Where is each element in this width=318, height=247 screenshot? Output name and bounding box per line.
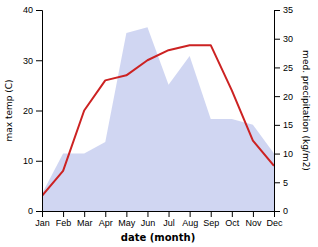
tick: Apr (99, 211, 113, 228)
tick: 35 (274, 5, 293, 15)
plot: JanFebMarAprMayJunJulAugSepOctNovDec0102… (23, 5, 293, 228)
axis-line (43, 212, 275, 218)
tick-mark (232, 211, 233, 217)
tick: Oct (225, 211, 240, 228)
tick-label: Mar (77, 218, 93, 228)
tick-label: Jul (163, 218, 175, 228)
tick-label: Jun (141, 218, 156, 228)
tick: 20 (23, 106, 42, 116)
tick-mark (274, 96, 280, 97)
tick-mark (274, 125, 280, 126)
tick-mark (36, 161, 42, 162)
tick-label: Feb (56, 218, 72, 228)
tick-mark (36, 10, 42, 11)
tick: Nov (245, 211, 262, 228)
tick-label: May (118, 218, 136, 228)
tick: 0 (274, 206, 288, 216)
tick: 10 (23, 156, 42, 166)
tick-label: 30 (23, 56, 33, 66)
y-axis-title: max temp (C) (4, 79, 14, 141)
tick: 40 (23, 5, 42, 15)
tick-mark (147, 211, 148, 217)
tick-label: 35 (283, 5, 293, 15)
tick-label: 40 (23, 5, 33, 15)
tick: 10 (274, 149, 293, 159)
tick-mark (253, 211, 254, 217)
tick: Mar (77, 211, 93, 228)
line (42, 45, 274, 196)
tick-mark (84, 211, 85, 217)
tick-label: 15 (283, 120, 293, 130)
tick-label: Apr (99, 218, 113, 228)
tick-mark (36, 60, 42, 61)
y-axis: 0 10 20 30 40 (23, 5, 43, 216)
tick-mark (274, 182, 280, 183)
axis-line (36, 11, 43, 212)
tick-mark (274, 211, 280, 212)
tick: Feb (56, 211, 72, 228)
area (42, 27, 274, 211)
tick: 25 (274, 63, 293, 73)
tick-label: 10 (283, 149, 293, 159)
tick-label: Dec (266, 218, 283, 228)
tick-label: 30 (283, 34, 293, 44)
tick-label: 10 (23, 156, 33, 166)
tick-mark (63, 211, 64, 217)
tick-mark (211, 211, 212, 217)
chart: JanFebMarAprMayJunJulAugSepOctNovDec0102… (0, 0, 318, 247)
y2-axis: 0 5 10 15 20 25 30 35 (274, 5, 293, 216)
tick-label: Jan (35, 218, 50, 228)
tick-label: 0 (283, 206, 288, 216)
tick: Jan (35, 211, 50, 228)
tick-mark (274, 10, 280, 11)
x-axis-title: date (month) (121, 232, 195, 243)
tick: 15 (274, 120, 293, 130)
tick: 30 (23, 56, 42, 66)
tick-mark (169, 211, 170, 217)
tick: May (118, 211, 136, 228)
tick-label: Nov (245, 218, 262, 228)
tick-label: 20 (23, 106, 33, 116)
tick-mark (190, 211, 191, 217)
tick-mark (105, 211, 106, 217)
tick-mark (274, 39, 280, 40)
tick-label: 25 (283, 63, 293, 73)
tick-mark (36, 211, 42, 212)
tick-mark (274, 67, 280, 68)
tick-label: 0 (28, 206, 33, 216)
tick-label: Aug (182, 218, 198, 228)
tick-mark (274, 154, 280, 155)
tick: Jun (141, 211, 156, 228)
tick: Jul (163, 211, 175, 228)
tick: 5 (274, 178, 288, 188)
tick-label: 20 (283, 92, 293, 102)
tick-label: Oct (225, 218, 240, 228)
tick: Sep (203, 211, 219, 228)
marks (42, 27, 274, 211)
tick: 20 (274, 92, 293, 102)
tick: Dec (266, 211, 283, 228)
y2-axis-title: med. precipitation (kg/m2) (301, 50, 311, 171)
axis-line (275, 11, 281, 212)
tick: Aug (182, 211, 198, 228)
tick-label: 5 (283, 178, 288, 188)
tick-label: Sep (203, 218, 219, 228)
x-axis: Jan Feb Mar Apr May Jun Jul Aug Sep Oct Nov Dec (35, 211, 283, 228)
tick-mark (126, 211, 127, 217)
tick: 30 (274, 34, 293, 44)
tick: 0 (28, 206, 42, 216)
tick-mark (36, 111, 42, 112)
